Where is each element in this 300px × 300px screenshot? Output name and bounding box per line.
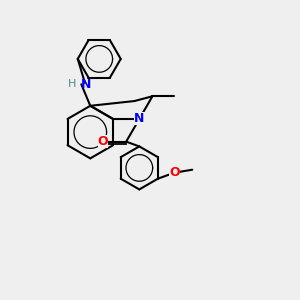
Text: O: O	[169, 166, 180, 179]
Text: N: N	[134, 112, 145, 125]
Text: O: O	[98, 135, 109, 148]
Text: H: H	[68, 79, 76, 89]
Text: N: N	[81, 78, 92, 91]
